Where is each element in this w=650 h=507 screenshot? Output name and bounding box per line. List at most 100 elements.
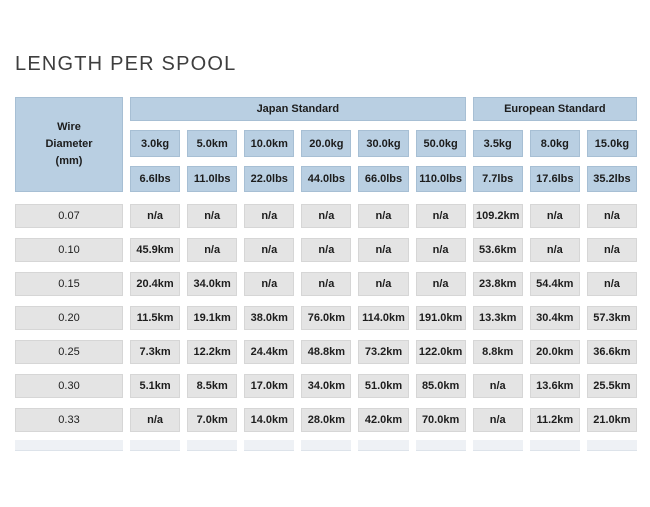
value-cell: n/a	[301, 272, 352, 296]
value-cell: 11.5km	[130, 306, 181, 330]
table-row: 0.25 7.3km 12.2km 24.4km 48.8km 73.2km 1…	[15, 340, 637, 364]
value-cell: n/a	[130, 408, 181, 432]
faded-cell	[187, 440, 238, 451]
row-label-cell: 0.25	[15, 340, 123, 364]
table-row: 0.15 20.4km 34.0km n/a n/a n/a n/a 23.8k…	[15, 272, 637, 296]
lbs-header-cell: 110.0lbs	[415, 166, 466, 192]
kg-header-cell: 30.0kg	[358, 130, 409, 157]
value-cell: 85.0km	[415, 374, 466, 398]
value-cell: n/a	[244, 238, 295, 262]
table-body: 0.07 n/a n/a n/a n/a n/a n/a 109.2km n/a…	[15, 204, 637, 451]
lbs-header-cell: 66.0lbs	[358, 166, 409, 192]
table-row: 0.07 n/a n/a n/a n/a n/a n/a 109.2km n/a…	[15, 204, 637, 228]
value-cell: 5.1km	[130, 374, 181, 398]
faded-cell	[472, 440, 523, 451]
value-cell: 70.0km	[415, 408, 466, 432]
lbs-header-cell: 6.6lbs	[130, 166, 181, 192]
value-cell: 57.3km	[586, 306, 637, 330]
value-cell: 36.6km	[586, 340, 637, 364]
row-label-cell: 0.07	[15, 204, 123, 228]
table-row: 0.30 5.1km 8.5km 17.0km 34.0km 51.0km 85…	[15, 374, 637, 398]
faded-cell	[130, 440, 181, 451]
japan-standard-group-header: Japan Standard	[130, 97, 466, 121]
lbs-header-cell: 17.6lbs	[529, 166, 580, 192]
kg-header-cell: 50.0kg	[415, 130, 466, 157]
value-cell: 42.0km	[358, 408, 409, 432]
kg-header-cell: 3.0kg	[130, 130, 181, 157]
value-cell: 38.0km	[244, 306, 295, 330]
value-cell: n/a	[244, 204, 295, 228]
value-cell: 73.2km	[358, 340, 409, 364]
value-cell: 21.0km	[586, 408, 637, 432]
kg-header-cell: 10.0km	[244, 130, 295, 157]
value-cell: n/a	[301, 238, 352, 262]
value-cell: 11.2km	[529, 408, 580, 432]
length-per-spool-table: Wire Diameter (mm) Japan Standard Europe…	[15, 97, 637, 451]
european-standard-group-header: European Standard	[472, 97, 637, 121]
kg-header-cell: 15.0kg	[586, 130, 637, 157]
value-cell: 7.3km	[130, 340, 181, 364]
kg-header-cell: 20.0kg	[301, 130, 352, 157]
value-cell: n/a	[472, 374, 523, 398]
value-cell: n/a	[586, 272, 637, 296]
value-cell: 24.4km	[244, 340, 295, 364]
row-label-cell: 0.15	[15, 272, 123, 296]
lbs-header-cell: 35.2lbs	[586, 166, 637, 192]
value-cell: n/a	[187, 204, 238, 228]
table-row: 0.20 11.5km 19.1km 38.0km 76.0km 114.0km…	[15, 306, 637, 330]
kg-header-cell: 3.5kg	[472, 130, 523, 157]
value-cell: n/a	[586, 238, 637, 262]
value-cell: 76.0km	[301, 306, 352, 330]
value-cell: 122.0km	[415, 340, 466, 364]
row-label-cell: 0.10	[15, 238, 123, 262]
value-cell: 20.4km	[130, 272, 181, 296]
value-cell: 17.0km	[244, 374, 295, 398]
value-cell: n/a	[415, 238, 466, 262]
faded-cell	[586, 440, 637, 451]
value-cell: 53.6km	[472, 238, 523, 262]
value-cell: 14.0km	[244, 408, 295, 432]
lbs-header-cell: 22.0lbs	[244, 166, 295, 192]
value-cell: 51.0km	[358, 374, 409, 398]
wire-diameter-header: Wire Diameter (mm)	[15, 97, 123, 192]
value-cell: 30.4km	[529, 306, 580, 330]
value-cell: n/a	[415, 272, 466, 296]
lbs-header-cell: 44.0lbs	[301, 166, 352, 192]
value-cell: 54.4km	[529, 272, 580, 296]
faded-cell	[244, 440, 295, 451]
faded-cell	[358, 440, 409, 451]
value-cell: 12.2km	[187, 340, 238, 364]
value-cell: 48.8km	[301, 340, 352, 364]
value-cell: n/a	[358, 238, 409, 262]
value-cell: n/a	[415, 204, 466, 228]
value-cell: 45.9km	[130, 238, 181, 262]
value-cell: n/a	[301, 204, 352, 228]
value-cell: n/a	[358, 204, 409, 228]
value-cell: 28.0km	[301, 408, 352, 432]
value-cell: n/a	[529, 204, 580, 228]
value-cell: 114.0km	[358, 306, 409, 330]
kg-header-cell: 5.0km	[187, 130, 238, 157]
value-cell: n/a	[529, 238, 580, 262]
value-cell: 34.0km	[187, 272, 238, 296]
value-cell: 25.5km	[586, 374, 637, 398]
row-label-cell: 0.33	[15, 408, 123, 432]
table-row: 0.33 n/a 7.0km 14.0km 28.0km 42.0km 70.0…	[15, 408, 637, 432]
value-cell: n/a	[187, 238, 238, 262]
value-cell: n/a	[244, 272, 295, 296]
value-cell: 109.2km	[472, 204, 523, 228]
faded-cell	[301, 440, 352, 451]
lbs-header-cell: 7.7lbs	[472, 166, 523, 192]
table-row: 0.10 45.9km n/a n/a n/a n/a n/a 53.6km n…	[15, 238, 637, 262]
value-cell: 8.8km	[472, 340, 523, 364]
row-label-cell: 0.20	[15, 306, 123, 330]
faded-cell	[529, 440, 580, 451]
value-cell: 13.3km	[472, 306, 523, 330]
value-cell: 13.6km	[529, 374, 580, 398]
value-cell: 7.0km	[187, 408, 238, 432]
page-title: LENGTH PER SPOOL	[15, 53, 237, 75]
value-cell: 191.0km	[415, 306, 466, 330]
value-cell: n/a	[586, 204, 637, 228]
value-cell: 34.0km	[301, 374, 352, 398]
